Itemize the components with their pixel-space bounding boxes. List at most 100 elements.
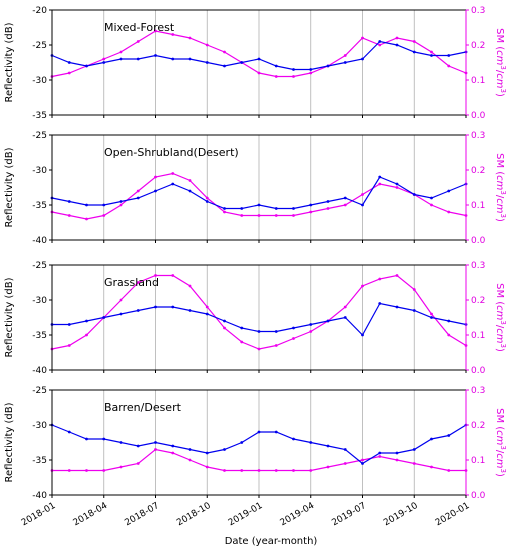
y-tick-label: -30	[32, 166, 47, 176]
y2-tick-label: 0.2	[471, 41, 485, 51]
sm-point	[274, 75, 278, 78]
sm-point	[447, 210, 451, 214]
reflectivity-point	[309, 441, 313, 444]
sm-point	[361, 36, 364, 40]
sm-point	[343, 305, 347, 309]
y-tick-label: -30	[32, 296, 47, 306]
y-axis-label: Reflectivity (dB)	[4, 402, 15, 482]
panel-title: Grassland	[104, 276, 159, 289]
sm-point	[240, 469, 244, 472]
sm-point	[85, 333, 88, 337]
reflectivity-point	[343, 61, 347, 64]
sm-point	[412, 40, 416, 43]
sm-point	[274, 214, 278, 217]
reflectivity-point	[326, 444, 330, 448]
sm-point	[136, 462, 140, 465]
sm-point	[361, 284, 364, 288]
sm-point	[119, 298, 123, 302]
sm-point	[447, 469, 451, 472]
sm-point	[430, 50, 433, 54]
y-axis-label: Reflectivity (dB)	[4, 22, 15, 102]
y2-tick-label: 0.2	[471, 421, 485, 431]
reflectivity-point	[223, 448, 226, 451]
sm-point	[223, 326, 226, 330]
reflectivity-point	[67, 61, 71, 64]
reflectivity-point	[447, 434, 451, 437]
y2-tick-label: 0.3	[471, 6, 485, 16]
reflectivity-point	[223, 207, 226, 210]
reflectivity-point	[154, 54, 157, 57]
reflectivity-point	[430, 196, 433, 200]
sm-point	[119, 203, 123, 207]
reflectivity-point	[257, 430, 261, 434]
reflectivity-point	[378, 302, 382, 305]
reflectivity-point	[395, 43, 399, 47]
reflectivity-point	[430, 54, 433, 57]
reflectivity-point	[102, 437, 106, 441]
reflectivity-point	[102, 61, 106, 64]
sm-point	[205, 465, 209, 469]
sm-point	[257, 469, 261, 472]
sm-point	[119, 465, 123, 469]
sm-point	[67, 469, 71, 472]
sm-point	[309, 469, 313, 472]
reflectivity-point	[292, 326, 295, 330]
x-tick-label: 2018-01	[20, 501, 58, 528]
sm-point	[188, 36, 192, 40]
sm-point	[430, 203, 433, 207]
panel-title: Mixed-Forest	[104, 21, 175, 34]
sm-point	[154, 175, 157, 179]
y2-tick-label: 0.1	[471, 76, 485, 86]
reflectivity-point	[412, 50, 416, 54]
y-tick-label: -25	[32, 261, 47, 271]
reflectivity-point	[430, 437, 433, 441]
sm-point	[171, 33, 175, 36]
y-tick-label: -25	[32, 131, 47, 141]
reflectivity-point	[136, 444, 140, 448]
reflectivity-point	[223, 319, 226, 323]
sm-point	[205, 43, 209, 47]
y2-tick-label: 0.0	[471, 111, 486, 121]
reflectivity-point	[205, 312, 209, 316]
y2-tick-label: 0.3	[471, 261, 485, 271]
sm-point	[292, 337, 295, 340]
sm-point	[240, 214, 244, 217]
reflectivity-point	[240, 326, 244, 330]
y-tick-label: -35	[32, 201, 47, 211]
sm-point	[361, 193, 364, 196]
sm-point	[188, 179, 192, 182]
reflectivity-point	[102, 203, 106, 207]
sm-point	[395, 186, 399, 189]
sm-point	[274, 469, 278, 472]
y2-axis-label: SM (cm3/cm3)	[494, 28, 507, 97]
y2-tick-label: 0.2	[471, 166, 485, 176]
sm-point	[171, 274, 175, 277]
sm-point	[67, 214, 71, 217]
reflectivity-point	[309, 323, 313, 326]
sm-point	[412, 462, 416, 465]
reflectivity-point	[223, 64, 226, 68]
y2-tick-label: 0.3	[471, 131, 485, 141]
sm-point	[430, 312, 433, 316]
sm-point	[447, 333, 451, 337]
sm-point	[136, 40, 140, 43]
reflectivity-point	[309, 68, 313, 71]
x-tick-label: 2018-07	[123, 501, 161, 528]
sm-point	[67, 344, 71, 347]
sm-point	[378, 455, 382, 458]
sm-point	[67, 71, 71, 75]
y-tick-label: -30	[32, 421, 47, 431]
reflectivity-point	[67, 323, 71, 326]
x-tick-label: 2019-04	[279, 501, 317, 529]
sm-point	[102, 57, 106, 61]
reflectivity-point	[240, 207, 244, 210]
reflectivity-point	[292, 68, 295, 71]
reflectivity-point	[274, 330, 278, 333]
sm-point	[378, 43, 382, 47]
sm-point	[343, 462, 347, 465]
reflectivity-point	[309, 203, 313, 207]
sm-point	[292, 75, 295, 78]
y2-axis-label: SM (cm3/cm3)	[494, 408, 507, 477]
reflectivity-point	[102, 316, 106, 319]
sm-point	[85, 469, 88, 472]
